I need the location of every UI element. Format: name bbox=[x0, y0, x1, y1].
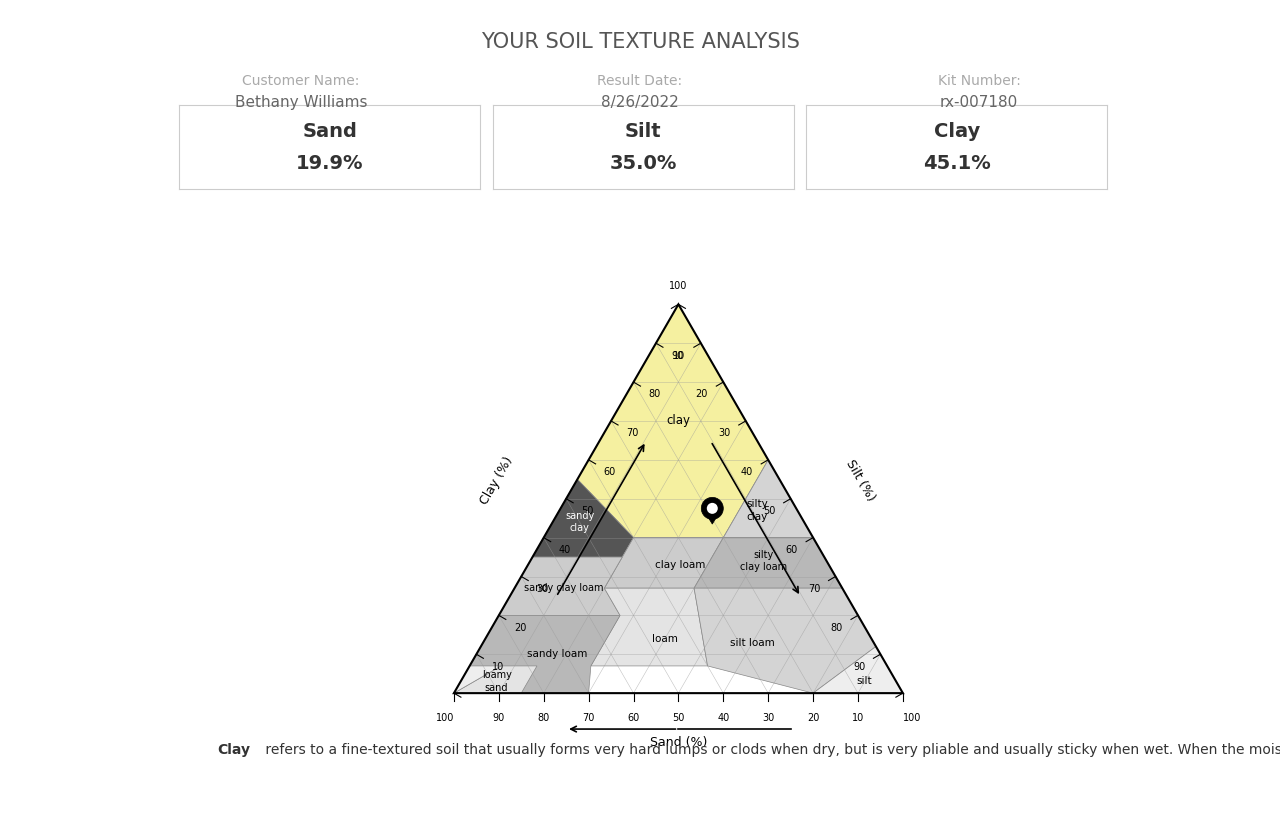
Text: Sand (%): Sand (%) bbox=[650, 736, 707, 748]
Text: 60: 60 bbox=[627, 713, 640, 723]
Text: sandy
clay: sandy clay bbox=[564, 511, 594, 533]
Text: sandy clay loam: sandy clay loam bbox=[525, 583, 604, 593]
Text: 80: 80 bbox=[649, 390, 660, 400]
Text: 100: 100 bbox=[902, 713, 922, 723]
Text: 40: 40 bbox=[559, 545, 571, 555]
Polygon shape bbox=[532, 480, 634, 557]
Text: 30: 30 bbox=[718, 428, 731, 438]
Text: 10: 10 bbox=[492, 662, 504, 672]
Polygon shape bbox=[454, 666, 538, 693]
Text: refers to a fine-textured soil that usually forms very hard lumps or clods when : refers to a fine-textured soil that usua… bbox=[261, 743, 1280, 758]
Text: clay: clay bbox=[667, 414, 690, 428]
Text: silty
clay: silty clay bbox=[746, 499, 768, 522]
Text: 40: 40 bbox=[717, 713, 730, 723]
Text: Clay: Clay bbox=[933, 123, 980, 141]
Text: 100: 100 bbox=[669, 281, 687, 291]
Polygon shape bbox=[591, 588, 708, 666]
Text: 90: 90 bbox=[852, 662, 865, 672]
Text: 70: 70 bbox=[626, 428, 639, 438]
Text: Silt: Silt bbox=[625, 123, 662, 141]
Text: clay loam: clay loam bbox=[655, 559, 705, 570]
Text: 40: 40 bbox=[741, 467, 753, 477]
Polygon shape bbox=[454, 666, 500, 693]
Text: Clay: Clay bbox=[218, 743, 251, 758]
Text: Customer Name:: Customer Name: bbox=[242, 74, 360, 88]
Text: silt loam: silt loam bbox=[730, 638, 774, 648]
Text: 20: 20 bbox=[515, 622, 526, 633]
Text: 19.9%: 19.9% bbox=[296, 155, 364, 173]
Text: 70: 70 bbox=[808, 584, 820, 594]
Text: loam: loam bbox=[652, 633, 678, 643]
Text: 70: 70 bbox=[582, 713, 595, 723]
Text: 90: 90 bbox=[671, 350, 684, 360]
Text: 10: 10 bbox=[852, 713, 864, 723]
Text: Kit Number:: Kit Number: bbox=[938, 74, 1020, 88]
Text: Silt (%): Silt (%) bbox=[844, 458, 877, 504]
Text: 30: 30 bbox=[762, 713, 774, 723]
Text: 10: 10 bbox=[673, 350, 686, 360]
Text: 45.1%: 45.1% bbox=[923, 155, 991, 173]
Text: 100: 100 bbox=[435, 713, 454, 723]
Text: Sand: Sand bbox=[302, 123, 357, 141]
Text: 50: 50 bbox=[763, 506, 776, 516]
Text: YOUR SOIL TEXTURE ANALYSIS: YOUR SOIL TEXTURE ANALYSIS bbox=[480, 32, 800, 52]
Polygon shape bbox=[577, 304, 768, 538]
Polygon shape bbox=[704, 510, 721, 524]
Text: Bethany Williams: Bethany Williams bbox=[234, 95, 367, 110]
Text: Result Date:: Result Date: bbox=[598, 74, 682, 88]
Text: 90: 90 bbox=[493, 713, 504, 723]
Circle shape bbox=[701, 497, 723, 519]
Polygon shape bbox=[604, 538, 723, 588]
Circle shape bbox=[707, 503, 718, 514]
Text: 80: 80 bbox=[538, 713, 550, 723]
Text: silty
clay loam: silty clay loam bbox=[740, 549, 787, 572]
Text: 50: 50 bbox=[672, 713, 685, 723]
Text: sandy loam: sandy loam bbox=[527, 649, 588, 659]
Polygon shape bbox=[499, 557, 622, 616]
Text: 60: 60 bbox=[786, 545, 797, 555]
Text: Clay (%): Clay (%) bbox=[477, 454, 516, 507]
Text: 30: 30 bbox=[536, 584, 549, 594]
Text: rx-007180: rx-007180 bbox=[940, 95, 1019, 110]
Text: loamy
sand: loamy sand bbox=[481, 670, 512, 693]
Text: 35.0%: 35.0% bbox=[609, 155, 677, 173]
Text: 50: 50 bbox=[581, 506, 594, 516]
Polygon shape bbox=[813, 647, 902, 693]
Text: silt: silt bbox=[856, 676, 873, 686]
Text: 60: 60 bbox=[604, 467, 616, 477]
Text: 20: 20 bbox=[696, 390, 708, 400]
Polygon shape bbox=[454, 616, 620, 693]
Polygon shape bbox=[723, 459, 813, 538]
Polygon shape bbox=[694, 588, 876, 693]
Text: 20: 20 bbox=[806, 713, 819, 723]
Text: 80: 80 bbox=[831, 622, 842, 633]
Polygon shape bbox=[694, 538, 842, 588]
Text: 8/26/2022: 8/26/2022 bbox=[602, 95, 678, 110]
